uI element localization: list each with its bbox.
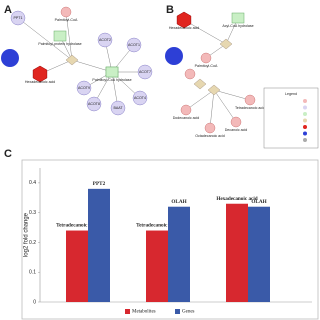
node-label: Octadecanoic acid <box>195 134 225 138</box>
legend-swatch <box>175 309 180 314</box>
edge <box>17 17 73 61</box>
bar-label: Hexadecanoic acid <box>216 196 257 202</box>
node-label: Tetradecanoic acid <box>235 106 265 110</box>
edge <box>213 89 251 101</box>
metabolite-node <box>60 6 72 18</box>
legend-swatch <box>303 138 307 142</box>
edge <box>213 89 237 123</box>
bar-label: OLAH <box>171 199 186 205</box>
node-label: ACOT7 <box>139 70 151 74</box>
y-axis-title: log2 fold change <box>24 212 30 257</box>
compound-node <box>165 47 183 65</box>
reaction-node <box>207 84 221 96</box>
reaction-node <box>193 78 207 90</box>
bar <box>248 206 270 302</box>
metabolite-node <box>32 65 48 83</box>
gene-node <box>110 100 126 116</box>
node-label: ACOT8 <box>88 102 100 106</box>
metabolite-node <box>180 104 192 116</box>
node-label: Dodecanoic acid <box>173 116 200 120</box>
node-label: ACOT2 <box>99 38 111 42</box>
gene-node <box>137 64 153 80</box>
legend-box <box>263 87 319 149</box>
node-label: Palmitoyl-CoA hydrolase <box>92 78 131 82</box>
legend-swatch <box>303 125 307 129</box>
node-label: PPT1 <box>14 16 23 20</box>
edge <box>185 89 215 111</box>
node-label: Decanoic acid <box>225 128 248 132</box>
node-label: ACOT9 <box>78 86 90 90</box>
legend-label: Genes <box>182 310 195 315</box>
gene-node <box>86 96 102 112</box>
node-label: BAAT <box>113 106 123 110</box>
node-label: ACOT1 <box>128 43 140 47</box>
legend-label: Metabolites <box>132 310 156 315</box>
gene-node <box>97 32 113 48</box>
gene-node <box>126 37 142 53</box>
metabolite-node <box>230 116 242 128</box>
bar <box>226 203 248 302</box>
gene-node <box>132 90 148 106</box>
network-a: PPT1 Palmitoyl-CoA Palmitoyl-protein hydro… <box>1 6 153 116</box>
legend-swatch <box>303 131 307 136</box>
legend-swatch <box>303 112 307 116</box>
node-label: Palmitoyl-CoA <box>55 18 78 22</box>
bar <box>168 206 190 302</box>
y-tick-label: 0.2 <box>29 240 36 246</box>
enzyme-node <box>53 30 67 42</box>
bar-label: Tetradecanoic acid <box>136 223 178 229</box>
metabolite-node <box>204 122 216 134</box>
gene-node <box>76 80 92 96</box>
edge <box>71 59 113 73</box>
bar-label: OLAH <box>251 199 266 205</box>
bar <box>146 230 168 302</box>
y-tick-label: 0 <box>33 299 36 305</box>
metabolite-node <box>244 94 256 106</box>
gene-node <box>10 10 26 26</box>
bar-label: Tetradecanoic acid <box>56 223 98 229</box>
legend-swatch <box>125 309 130 314</box>
enzyme-node <box>231 12 245 24</box>
compound-node <box>1 49 19 67</box>
bar <box>66 230 88 302</box>
metabolite-node <box>184 68 196 80</box>
bar <box>88 188 110 302</box>
y-tick-label: 0.4 <box>29 180 36 186</box>
node-label: Acyl-CoA hydrolase <box>222 24 253 28</box>
chart: 0 0.1 0.2 0.3 0.4 Tetradecanoic acid PPT2 Tetra… <box>29 168 312 315</box>
node-label: Hexadecanoic acid <box>169 26 199 30</box>
y-tick-label: 0.3 <box>29 210 36 216</box>
node-label: Palmitoyl-CoA <box>195 64 218 68</box>
reaction-node <box>219 38 233 50</box>
network-b: Hexadecanoic acid Acyl-CoA hydrolase Palmi… <box>165 11 319 149</box>
node-label: Hexadecanoic acid <box>25 80 55 84</box>
node-label: ACOT4 <box>134 96 146 100</box>
edge <box>209 89 215 129</box>
legend-title: Legend <box>285 92 297 96</box>
legend-swatch <box>303 99 307 103</box>
metabolite-node <box>200 52 212 64</box>
enzyme-node <box>105 66 119 78</box>
chart-frame <box>21 159 319 320</box>
metabolite-node <box>176 11 192 29</box>
legend-swatch <box>303 118 307 123</box>
panel-label: B <box>166 4 174 16</box>
panel-label: C <box>4 148 12 160</box>
node-label: Palmitoyl-protein hydrolase <box>38 42 81 46</box>
y-tick-label: 0.1 <box>29 270 36 276</box>
panel-label: A <box>4 4 12 16</box>
bar-label: PPT2 <box>93 181 106 187</box>
legend-swatch <box>303 105 307 110</box>
reaction-node <box>65 54 79 66</box>
edge <box>65 11 73 61</box>
